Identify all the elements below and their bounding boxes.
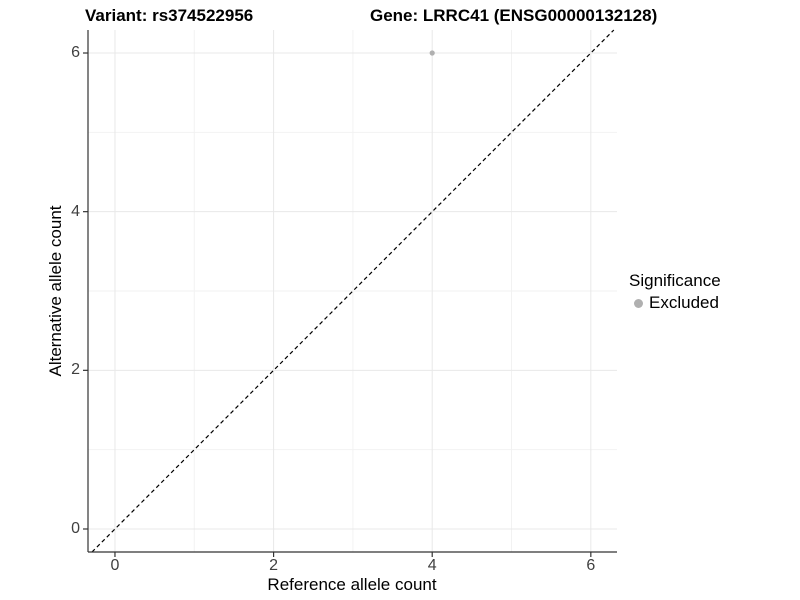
legend-item-excluded: Excluded [629,293,721,313]
x-tick-label: 2 [269,557,279,574]
excluded-point-icon [633,298,643,308]
legend: Significance Excluded [629,271,721,313]
y-tick-label: 6 [71,44,80,61]
plot-title-gene: Gene: LRRC41 (ENSG00000132128) [370,6,658,25]
x-tick-label: 4 [427,557,437,574]
x-tick-label: 6 [586,557,596,574]
y-tick-label: 2 [71,361,80,379]
x-axis-title: Reference allele count [267,575,437,594]
y-tick-label: 4 [71,202,80,220]
x-tick-label: 0 [110,557,120,574]
y-axis-title: Alternative allele count [46,205,65,377]
legend-item-label: Excluded [649,293,719,312]
legend-title: Significance [629,271,721,290]
data-point [429,50,435,56]
y-tick-label: 0 [71,519,80,537]
legend-key [629,294,647,312]
plot-title-variant: Variant: rs374522956 [85,6,254,25]
